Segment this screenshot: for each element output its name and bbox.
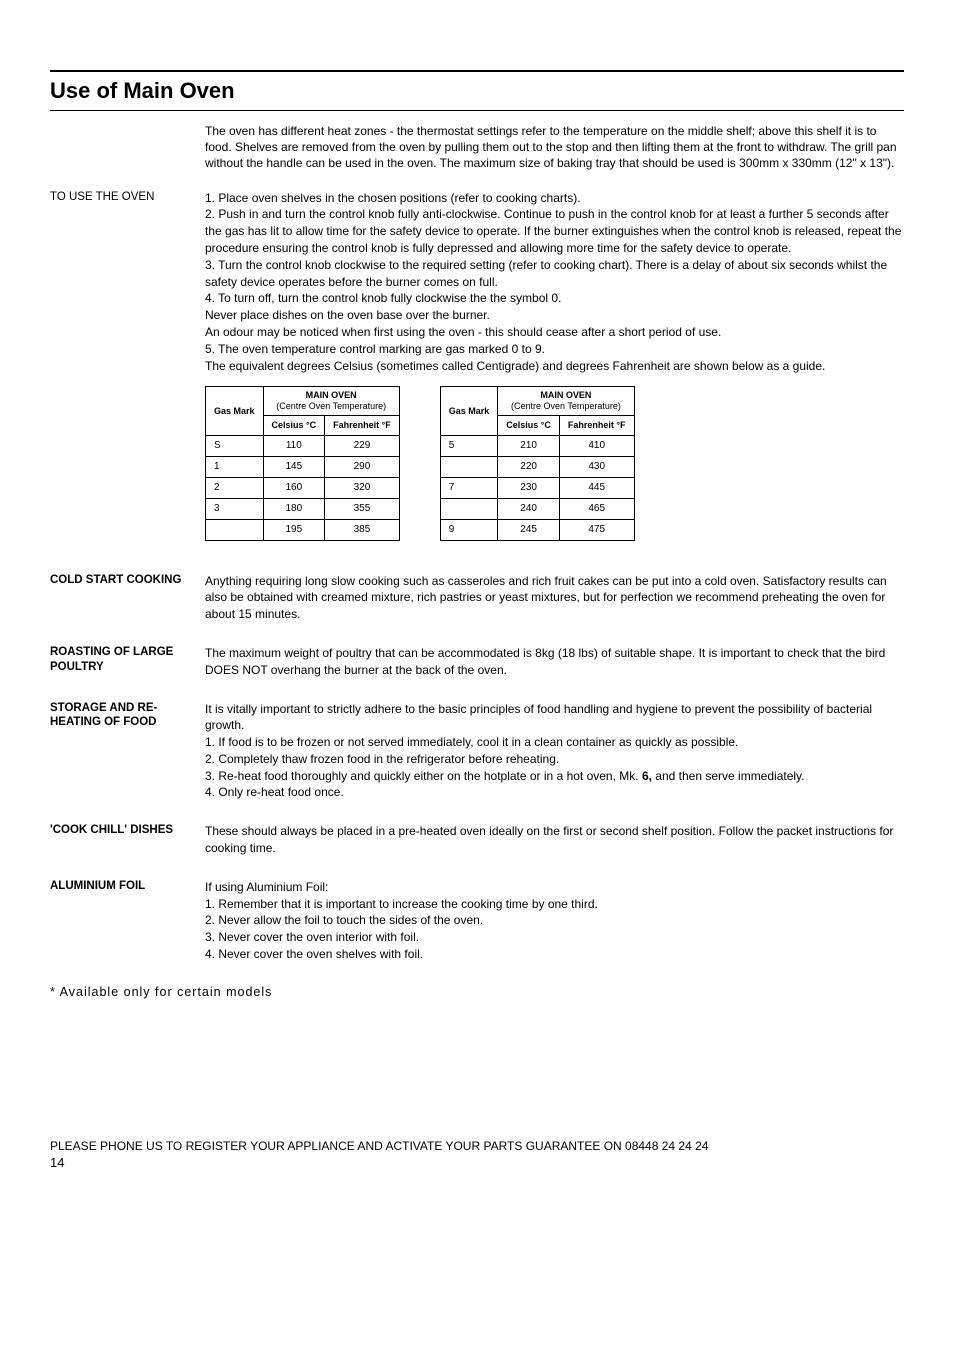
table-cell: 9 — [440, 519, 498, 540]
title-underline — [50, 110, 904, 111]
table-cell: 430 — [559, 456, 634, 477]
to-use-label: TO USE THE OVEN — [50, 190, 205, 551]
table-row: 240465 — [440, 498, 634, 519]
th-mainoven-2: MAIN OVEN (Centre Oven Temperature) — [498, 387, 634, 416]
to-use-section: TO USE THE OVEN 1. Place oven shelves in… — [50, 190, 904, 551]
table-row: S110229 — [206, 435, 400, 456]
th-gasmark-2: Gas Mark — [440, 387, 498, 435]
table-cell: 475 — [559, 519, 634, 540]
table-cell: 145 — [263, 456, 325, 477]
to-use-body: 1. Place oven shelves in the chosen posi… — [205, 190, 904, 551]
table-cell: 3 — [206, 498, 264, 519]
section-body: If using Aluminium Foil: 1. Remember tha… — [205, 879, 904, 963]
table-cell: 2 — [206, 477, 264, 498]
footnote: * Available only for certain models — [50, 985, 904, 999]
section-label: 'COOK CHILL' DISHES — [50, 823, 205, 857]
table-cell: 229 — [325, 435, 400, 456]
section-label: STORAGE AND RE-HEATING OF FOOD — [50, 701, 205, 802]
section-body: Anything requiring long slow cooking suc… — [205, 573, 904, 623]
th-gasmark: Gas Mark — [206, 387, 264, 435]
table-cell: 210 — [498, 435, 560, 456]
table-cell: S — [206, 435, 264, 456]
table-row: 1145290 — [206, 456, 400, 477]
table-row: 195385 — [206, 519, 400, 540]
table-cell: 5 — [440, 435, 498, 456]
table-cell: 160 — [263, 477, 325, 498]
table-cell: 385 — [325, 519, 400, 540]
content-section: STORAGE AND RE-HEATING OF FOODIt is vita… — [50, 701, 904, 802]
table-cell: 7 — [440, 477, 498, 498]
bold-inline: 6, — [642, 769, 652, 783]
table-cell: 445 — [559, 477, 634, 498]
table-row: 7230445 — [440, 477, 634, 498]
content-section: 'COOK CHILL' DISHESThese should always b… — [50, 823, 904, 857]
table-cell: 465 — [559, 498, 634, 519]
section-body: The maximum weight of poultry that can b… — [205, 645, 904, 679]
table-cell: 1 — [206, 456, 264, 477]
footer-text: PLEASE PHONE US TO REGISTER YOUR APPLIAN… — [50, 1139, 904, 1153]
th-celsius: Celsius °C — [263, 415, 325, 435]
th-fahrenheit: Fahrenheit °F — [325, 415, 400, 435]
content-section: ALUMINIUM FOILIf using Aluminium Foil: 1… — [50, 879, 904, 963]
table-row: 2160320 — [206, 477, 400, 498]
th-fahrenheit-2: Fahrenheit °F — [559, 415, 634, 435]
content-section: ROASTING OF LARGE POULTRYThe maximum wei… — [50, 645, 904, 679]
th-celsius-2: Celsius °C — [498, 415, 560, 435]
section-body: It is vitally important to strictly adhe… — [205, 701, 904, 802]
table-cell — [440, 498, 498, 519]
table-cell: 355 — [325, 498, 400, 519]
temperature-tables: Gas Mark MAIN OVEN (Centre Oven Temperat… — [205, 386, 904, 540]
table-cell: 240 — [498, 498, 560, 519]
table-cell: 220 — [498, 456, 560, 477]
table-cell: 290 — [325, 456, 400, 477]
table1-body: S110229114529021603203180355195385 — [206, 435, 400, 540]
table2-body: 521041022043072304452404659245475 — [440, 435, 634, 540]
section-label: COLD START COOKING — [50, 573, 205, 623]
table-row: 5210410 — [440, 435, 634, 456]
table-cell — [206, 519, 264, 540]
table-cell: 195 — [263, 519, 325, 540]
table-cell — [440, 456, 498, 477]
page-number: 14 — [50, 1155, 904, 1170]
table-cell: 230 — [498, 477, 560, 498]
to-use-text: 1. Place oven shelves in the chosen posi… — [205, 190, 904, 375]
page-title: Use of Main Oven — [50, 78, 904, 104]
top-rule — [50, 70, 904, 72]
th-mainoven: MAIN OVEN (Centre Oven Temperature) — [263, 387, 399, 416]
table-row: 220430 — [440, 456, 634, 477]
intro-paragraph: The oven has different heat zones - the … — [205, 123, 904, 172]
table-cell: 180 — [263, 498, 325, 519]
temperature-table-1: Gas Mark MAIN OVEN (Centre Oven Temperat… — [205, 386, 400, 540]
section-label: ALUMINIUM FOIL — [50, 879, 205, 963]
table-cell: 410 — [559, 435, 634, 456]
table-cell: 245 — [498, 519, 560, 540]
content-section: COLD START COOKINGAnything requiring lon… — [50, 573, 904, 623]
table-cell: 110 — [263, 435, 325, 456]
table-row: 9245475 — [440, 519, 634, 540]
section-label: ROASTING OF LARGE POULTRY — [50, 645, 205, 679]
section-body: These should always be placed in a pre-h… — [205, 823, 904, 857]
table-cell: 320 — [325, 477, 400, 498]
table-row: 3180355 — [206, 498, 400, 519]
temperature-table-2: Gas Mark MAIN OVEN (Centre Oven Temperat… — [440, 386, 635, 540]
